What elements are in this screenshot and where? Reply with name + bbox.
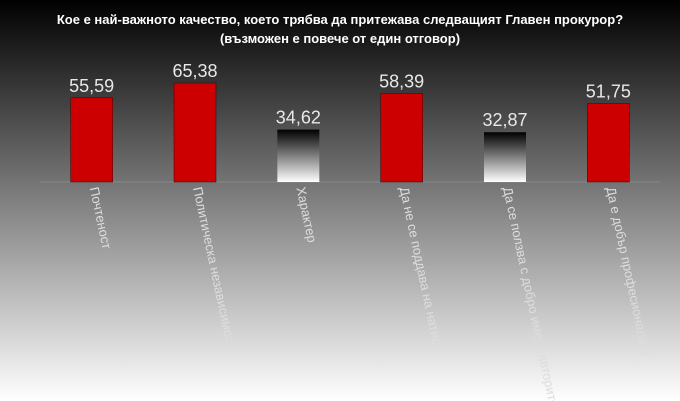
bar — [380, 93, 423, 183]
bar — [587, 103, 630, 183]
chart-title: Кое е най-важното качество, което трябва… — [57, 12, 623, 27]
value-label: 34,62 — [276, 108, 321, 128]
chart-subtitle: (възможен е повече от един отговор) — [220, 31, 460, 46]
bar — [173, 82, 217, 183]
value-label: 65,38 — [172, 61, 217, 81]
bar — [277, 129, 320, 182]
bar — [484, 132, 526, 182]
bar — [70, 97, 113, 183]
value-label: 58,39 — [379, 72, 424, 92]
value-label: 51,75 — [586, 82, 631, 102]
value-label: 32,87 — [482, 110, 527, 130]
value-label: 55,59 — [69, 76, 114, 96]
